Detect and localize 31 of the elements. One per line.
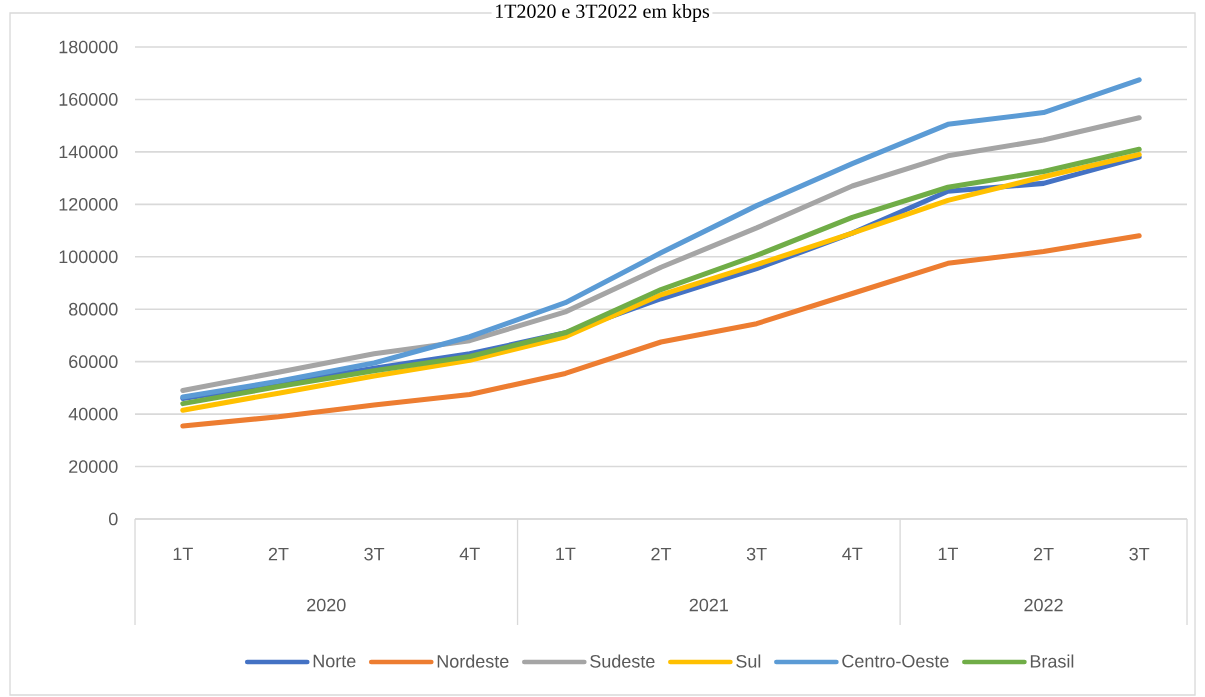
x-tick-label: 4T — [842, 547, 863, 561]
y-tick-label: 40000 — [68, 407, 118, 421]
y-tick-label: 160000 — [59, 93, 118, 106]
x-tick-label: 3T — [746, 547, 767, 561]
legend-label: Centro-Oeste — [842, 654, 949, 668]
y-tick-label: 100000 — [59, 250, 118, 264]
x-tick-label: 1T — [173, 547, 193, 561]
text: 2021 — [689, 598, 728, 612]
x-tick-label: 2T — [651, 547, 672, 561]
y-tick-label: 180000 — [59, 40, 118, 54]
x-tick-label: 3T — [1129, 547, 1150, 561]
text: 2022 — [1024, 598, 1063, 612]
text: 2020 — [307, 598, 346, 612]
legend-label: Brasil — [1030, 654, 1074, 668]
legend-label: Nordeste — [437, 654, 509, 668]
x-tick-label: 3T — [364, 547, 385, 561]
x-tick-label: 1T — [938, 547, 959, 561]
chart-title: 1T2020 e 3T2022 em kbps — [496, 3, 710, 23]
legend-label: Norte — [313, 654, 356, 668]
x-tick-label: 2T — [268, 547, 289, 561]
x-tick-label: 2T — [1033, 547, 1054, 561]
legend-label: Sul — [736, 654, 761, 668]
y-tick-label: 120000 — [59, 197, 118, 211]
y-tick-label: 60000 — [69, 355, 118, 369]
y-tick-label: 0 — [109, 512, 118, 526]
x-tick-label: 4T — [459, 547, 480, 561]
x-tick-label: 1T — [556, 547, 576, 561]
y-tick-label: 20000 — [69, 460, 118, 473]
y-tick-label: 80000 — [69, 302, 118, 316]
legend-label: Sudeste — [590, 654, 655, 668]
y-tick-label: 140000 — [59, 145, 118, 159]
